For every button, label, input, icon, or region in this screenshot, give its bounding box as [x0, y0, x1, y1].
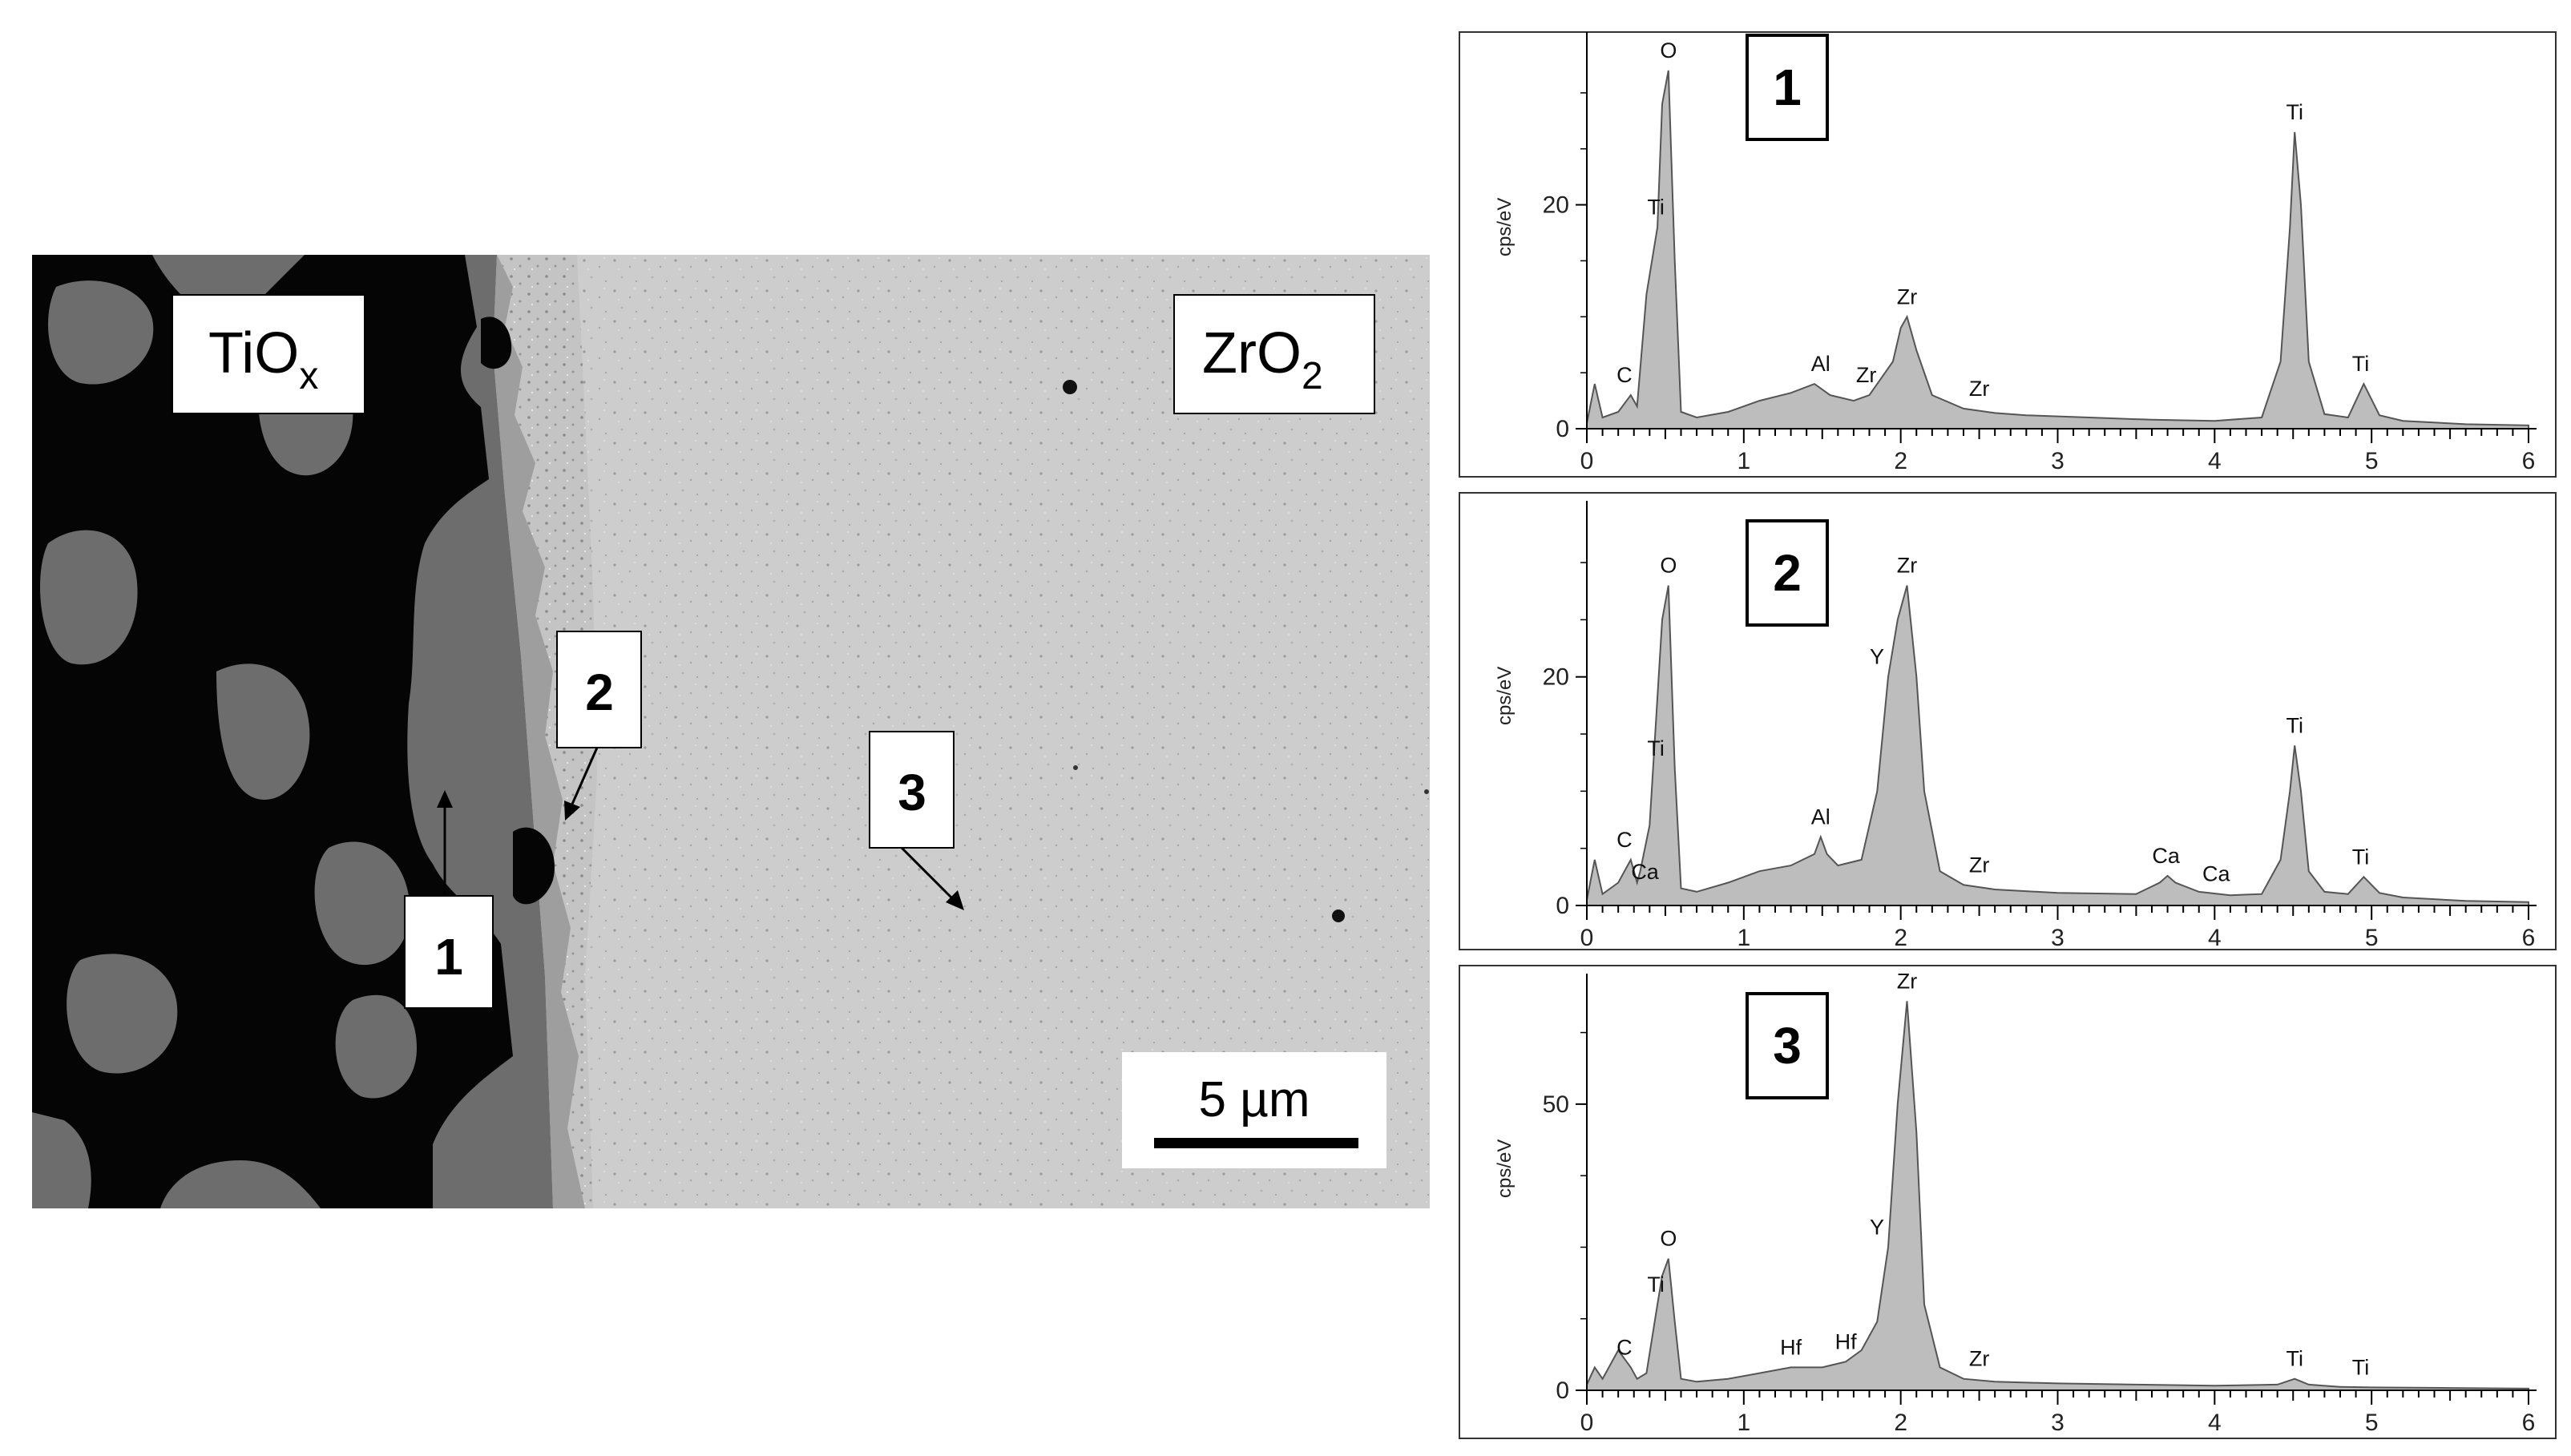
- svg-text:TiOx: TiOx: [208, 321, 318, 397]
- peak-label: Ti: [2352, 845, 2370, 869]
- peak-label: Ti: [1647, 196, 1665, 220]
- peak-label: Al: [1811, 805, 1830, 829]
- y-tick-label: 50: [1543, 1091, 1569, 1118]
- peak-label: O: [1660, 554, 1677, 578]
- x-tick-label: 6: [2522, 1410, 2536, 1436]
- peak-label: Ti: [1647, 736, 1665, 760]
- point-label-2: 2: [585, 663, 614, 721]
- x-tick-label: 1: [1737, 925, 1750, 951]
- x-tick-label: 5: [2365, 448, 2379, 474]
- x-tick-label: 5: [2365, 1410, 2379, 1436]
- x-tick-label: 4: [2208, 448, 2222, 474]
- y-axis-label: cps/eV: [1494, 198, 1516, 256]
- peak-label: Hf: [1835, 1329, 1857, 1353]
- x-tick-label: 3: [2051, 925, 2064, 951]
- point-marker-3: 3: [869, 731, 964, 910]
- spectrum-area: [1586, 1001, 2529, 1391]
- x-tick-label: 3: [2051, 448, 2064, 474]
- spectrum-frame: [1459, 965, 2557, 1439]
- x-tick-label: 0: [1580, 925, 1594, 951]
- x-tick-label: 5: [2365, 925, 2379, 951]
- x-tick-label: 2: [1894, 1410, 1907, 1436]
- peak-label: Ca: [2202, 862, 2230, 886]
- y-tick-label: 0: [1556, 893, 1569, 919]
- spectrum-area: [1586, 585, 2529, 906]
- point-marker-1: 1: [404, 790, 494, 1009]
- peak-label: Zr: [1969, 1347, 1989, 1371]
- panel-number: 3: [1773, 1017, 1802, 1075]
- y-tick-label: 0: [1556, 416, 1569, 442]
- peak-label: Zr: [1897, 284, 1917, 309]
- peak-label: C: [1616, 1335, 1633, 1359]
- point-label-3: 3: [898, 764, 926, 821]
- peak-label: Ti: [2286, 100, 2303, 124]
- spectrum-area: [1586, 70, 2529, 430]
- scale-bar-line: [1154, 1138, 1358, 1148]
- peak-label: Ca: [1631, 860, 1659, 884]
- panel-number: 2: [1773, 544, 1802, 602]
- peak-label: Zr: [1969, 853, 1989, 877]
- x-tick-label: 6: [2522, 448, 2536, 474]
- peak-label: Ti: [2352, 352, 2370, 376]
- peak-label: Zr: [1897, 554, 1917, 578]
- phase-label-tiox-sub: x: [299, 355, 318, 397]
- peak-label: Ti: [1647, 1272, 1665, 1297]
- peak-label: Zr: [1969, 377, 1989, 401]
- x-tick-label: 3: [2051, 1410, 2064, 1436]
- peak-label: Y: [1870, 1215, 1884, 1239]
- x-tick-label: 0: [1580, 448, 1594, 474]
- eds-spectrum-1: 0 1 2 3 4 5 6 0 20 cps/eV 1 O Ti C Al Zr Zr Zr Ti Ti: [1459, 31, 2557, 478]
- eds-spectrum-3: 0 1 2 3 4 5 6 0 50 cps/eV 3 O C Ti Hf Hf Y Zr Zr Ti Ti: [1459, 965, 2557, 1439]
- svg-text:ZrO2: ZrO2: [1202, 321, 1323, 397]
- point-label-1: 1: [434, 928, 463, 986]
- phase-label-tiox-main: TiO: [208, 321, 299, 385]
- x-tick-label: 1: [1737, 448, 1750, 474]
- peak-label: Y: [1870, 645, 1884, 669]
- peak-label: Ti: [2352, 1355, 2370, 1379]
- y-tick-label: 20: [1543, 192, 1569, 219]
- peak-label: C: [1616, 828, 1633, 852]
- peak-label: Hf: [1780, 1335, 1802, 1359]
- sem-micrograph: TiOx ZrO2 1 2 3 5 µm: [32, 255, 1430, 1208]
- peak-label: Al: [1811, 352, 1830, 376]
- y-axis-label: cps/eV: [1494, 667, 1516, 725]
- x-tick-label: 1: [1737, 1410, 1750, 1436]
- x-tick-label: 4: [2208, 1410, 2222, 1436]
- peak-label: Zr: [1856, 363, 1876, 387]
- scale-bar-label: 5 µm: [1198, 1072, 1310, 1127]
- scale-bar: 5 µm: [1122, 1052, 1386, 1168]
- x-tick-label: 0: [1580, 1410, 1594, 1436]
- peak-label: Zr: [1897, 969, 1917, 993]
- peak-label: Ti: [2286, 713, 2303, 737]
- peak-label: Ti: [2286, 1347, 2303, 1371]
- phase-label-zro2-sub: 2: [1302, 355, 1323, 397]
- y-tick-label: 0: [1556, 1377, 1569, 1404]
- phase-label-zro2: ZrO2: [1173, 294, 1375, 414]
- phase-label-tiox: TiOx: [172, 294, 365, 414]
- y-axis-label: cps/eV: [1494, 1139, 1516, 1198]
- peak-label: O: [1660, 38, 1677, 63]
- x-tick-label: 4: [2208, 925, 2222, 951]
- point-marker-2: 2: [556, 631, 642, 821]
- x-tick-label: 6: [2522, 925, 2536, 951]
- panel-number-box: [1746, 992, 1829, 1099]
- x-tick-label: 2: [1894, 925, 1907, 951]
- phase-label-zro2-main: ZrO: [1202, 321, 1302, 385]
- eds-spectrum-2: 0 1 2 3 4 5 6 0 20 cps/eV 2 O Ti C Ca Al Y Zr Zr Ca Ca Ti Ti: [1459, 492, 2557, 951]
- peak-label: C: [1616, 363, 1633, 387]
- panel-number: 1: [1773, 58, 1802, 116]
- panel-number-box: [1746, 34, 1829, 141]
- y-tick-label: 20: [1543, 664, 1569, 691]
- peak-label: O: [1660, 1227, 1677, 1251]
- panel-number-box: [1746, 519, 1829, 627]
- x-tick-label: 2: [1894, 448, 1907, 474]
- peak-label: Ca: [2152, 844, 2180, 868]
